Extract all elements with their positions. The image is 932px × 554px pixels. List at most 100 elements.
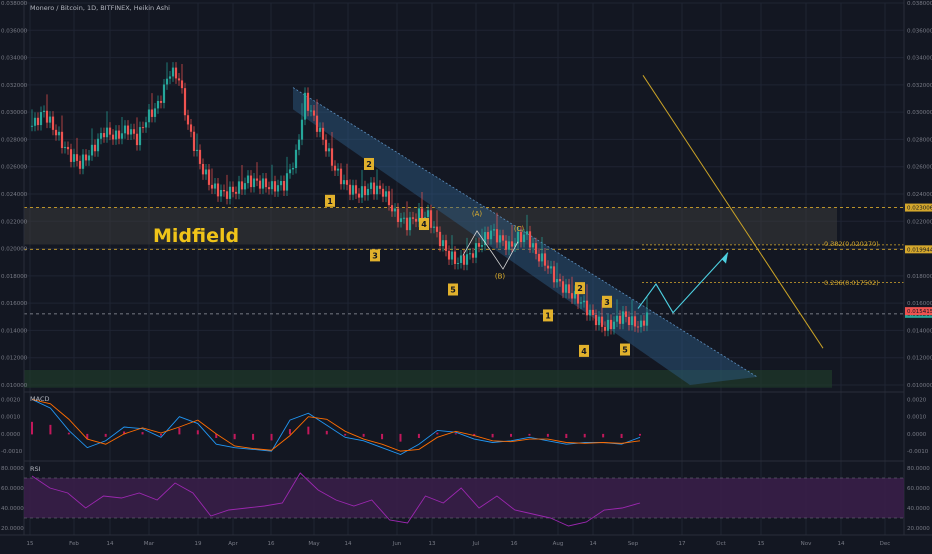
wave-label-box[interactable]	[575, 282, 585, 295]
macd-histogram-bar	[104, 433, 107, 437]
candle-body	[90, 144, 94, 156]
channel-upper[interactable]	[292, 87, 758, 378]
candle-body	[282, 181, 286, 191]
time-tick: Sep	[628, 541, 639, 547]
price-label-tag[interactable]	[905, 203, 932, 212]
left-price-axis[interactable]: 0.038000 0.036000 0.034000 0.032000 0.030000…	[1, 1, 28, 389]
wave-label-box[interactable]	[602, 295, 612, 308]
candle-body	[360, 186, 364, 198]
price-axis[interactable]: 0.038000 0.036000 0.034000 0.032000 0.030000…	[905, 1, 932, 389]
candle-body	[171, 67, 175, 77]
candle-body	[396, 208, 400, 223]
candle-body	[348, 184, 352, 195]
candle-body	[558, 279, 562, 282]
wave-label-box[interactable]	[419, 218, 429, 231]
candle-body	[423, 217, 427, 219]
candle-body	[69, 149, 73, 162]
price-label-tag[interactable]	[905, 245, 932, 254]
time-tick: 19	[195, 541, 202, 547]
candle-body	[138, 127, 142, 146]
wave-label-box[interactable]	[620, 343, 630, 356]
candle-body	[435, 226, 439, 232]
left-price-tick: 0.038000	[1, 1, 28, 7]
macd-tick: 0.0000	[907, 432, 927, 438]
candle-body	[525, 231, 529, 235]
candle-body	[339, 168, 343, 185]
macd-pane[interactable]: 0.0020 0.0020 0.0010 0.0010 0.0000 0.0000 -0.0…	[1, 397, 929, 455]
time-tick: May	[308, 541, 320, 547]
candle-body	[459, 255, 463, 263]
trendline[interactable]	[642, 75, 824, 349]
macd-histogram-bar	[270, 433, 273, 441]
wave-label-box[interactable]	[543, 309, 553, 322]
macd-histogram-bar	[325, 430, 328, 435]
candle-body	[414, 218, 418, 222]
price-tick: 0.028000	[907, 137, 932, 143]
macd-histogram-bar	[307, 426, 310, 435]
candle-body	[141, 127, 145, 129]
candle-body	[48, 116, 52, 123]
candle-body	[615, 315, 619, 322]
candle-body	[375, 185, 379, 195]
left-price-tick: 0.026000	[1, 165, 28, 171]
candle-body	[189, 124, 193, 132]
time-tick: Oct	[716, 541, 726, 547]
wave-label-box[interactable]	[364, 157, 374, 170]
wave-label-box[interactable]	[579, 344, 589, 357]
rsi-band	[24, 478, 904, 518]
candle-body	[267, 187, 271, 190]
time-tick: 14	[838, 541, 845, 547]
candle-body	[411, 217, 415, 219]
candle-body	[156, 100, 160, 109]
candle-body	[399, 218, 403, 223]
price-tick: 0.030000	[907, 110, 932, 116]
candle-body	[450, 251, 454, 260]
abc-path[interactable]	[462, 230, 519, 270]
candle-body	[288, 169, 292, 174]
macd-histogram-bar	[491, 433, 494, 438]
forecast-path[interactable]	[637, 252, 729, 314]
candle-body	[597, 316, 601, 326]
candle-body	[228, 186, 232, 199]
candle-body	[405, 217, 409, 231]
candle-body	[591, 309, 595, 315]
time-axis[interactable]: 15 Feb 14 Mar 19 Apr 16 May 14 Jun 13 Jul 16 Aug 14 Sep…	[27, 541, 891, 547]
price-tick: 0.038000	[907, 1, 932, 7]
support-zone[interactable]	[24, 369, 832, 388]
macd-histogram-bar	[86, 433, 89, 440]
candle-body	[147, 109, 151, 123]
candle-body	[150, 109, 154, 117]
candle-body	[309, 110, 313, 112]
macd-tick: -0.0010	[907, 449, 929, 455]
price-tick: 0.034000	[907, 56, 932, 62]
rsi-tick-left: 60.0000	[1, 486, 24, 492]
left-price-tick: 0.024000	[1, 192, 28, 198]
candle-body	[180, 80, 184, 89]
macd-histogram-bar	[215, 433, 218, 439]
candle-body	[210, 184, 214, 189]
macd-histogram-bar	[510, 433, 513, 437]
time-tick: Nov	[801, 541, 812, 547]
macd-histogram-bar	[399, 433, 402, 442]
candle-body	[327, 148, 331, 152]
candle-body	[222, 189, 226, 192]
candle-body	[570, 293, 574, 299]
macd-histogram-bar	[528, 433, 531, 436]
price-label-tag[interactable]	[905, 307, 932, 316]
macd-tick-left: -0.0010	[1, 449, 23, 455]
candle-body	[42, 110, 46, 113]
rsi-pane[interactable]: 80.0000 80.0000 60.0000 60.0000 40.0000 40.00…	[1, 466, 930, 532]
candle-body	[462, 255, 466, 265]
wave-label-box[interactable]	[325, 194, 335, 207]
candle-body	[426, 210, 430, 218]
candle-body	[456, 262, 460, 264]
candle-body	[81, 154, 85, 169]
candle-body	[447, 250, 451, 260]
wave-label-box[interactable]	[448, 283, 458, 296]
candle-body	[504, 240, 508, 250]
wave-label-box[interactable]	[370, 249, 380, 262]
macd-histogram-bar	[417, 433, 420, 439]
